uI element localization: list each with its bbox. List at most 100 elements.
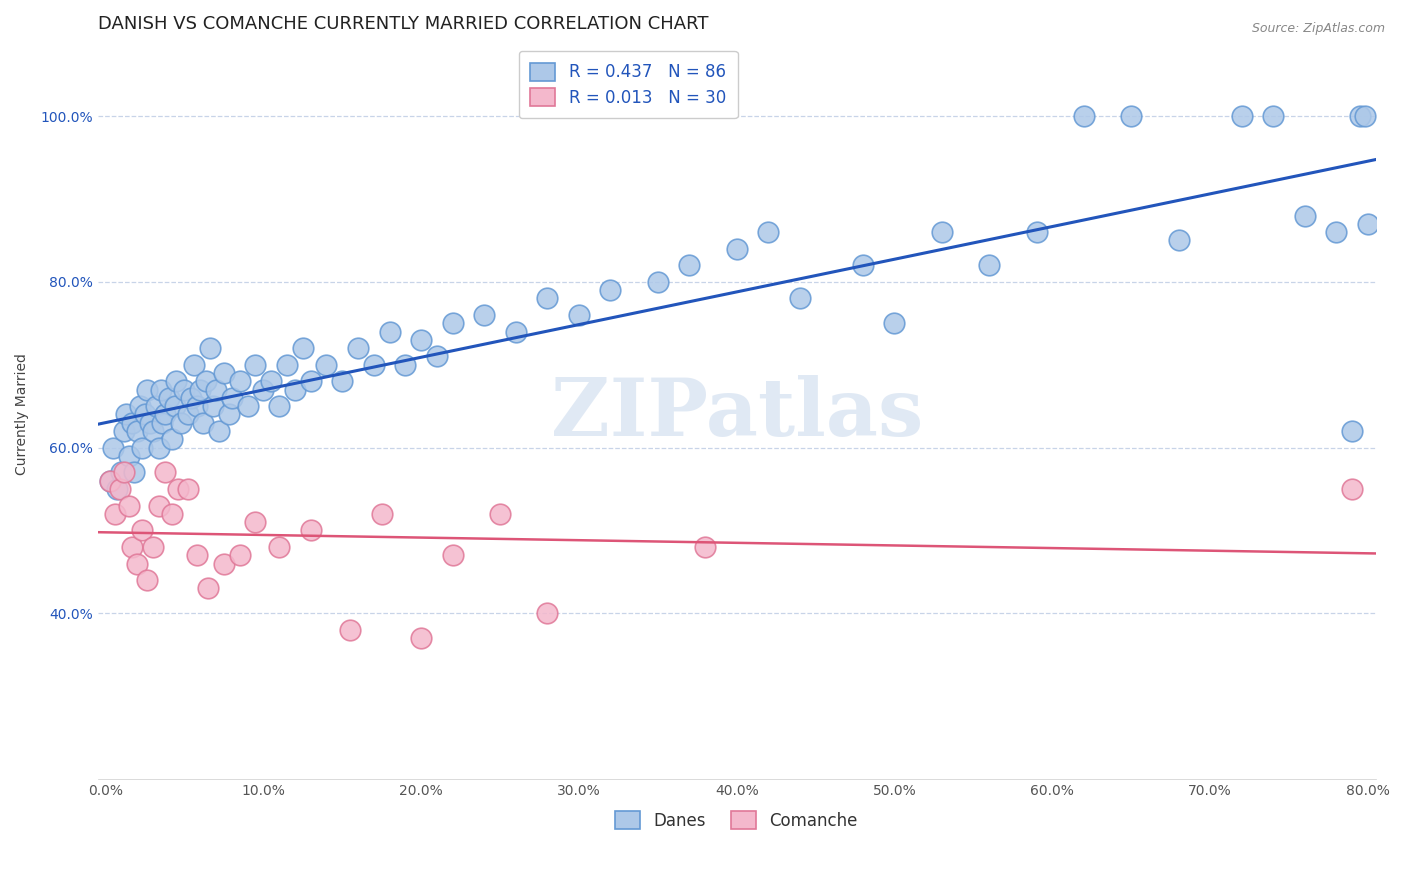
Point: [108, 482, 131, 496]
Point: [149, 383, 172, 397]
Point: [267, 540, 290, 554]
Point: [135, 573, 157, 587]
Point: [98, 474, 121, 488]
Point: [195, 374, 218, 388]
Point: [131, 441, 153, 455]
Point: [1341, 424, 1364, 438]
Point: [695, 540, 717, 554]
Point: [347, 341, 370, 355]
Point: [186, 548, 208, 562]
Point: [299, 524, 322, 538]
Point: [166, 374, 188, 388]
Point: [115, 408, 138, 422]
Point: [1073, 109, 1095, 123]
Point: [112, 424, 135, 438]
Point: [205, 383, 228, 397]
Point: [1167, 233, 1189, 247]
Point: [135, 383, 157, 397]
Point: [201, 399, 224, 413]
Point: [1230, 109, 1253, 123]
Point: [218, 408, 240, 422]
Point: [409, 333, 432, 347]
Point: [883, 316, 905, 330]
Point: [138, 416, 160, 430]
Point: [236, 399, 259, 413]
Point: [852, 258, 875, 272]
Point: [789, 292, 811, 306]
Point: [193, 416, 215, 430]
Point: [378, 325, 401, 339]
Text: Source: ZipAtlas.com: Source: ZipAtlas.com: [1251, 22, 1385, 36]
Point: [104, 507, 127, 521]
Point: [1025, 225, 1047, 239]
Point: [291, 341, 314, 355]
Point: [228, 548, 250, 562]
Point: [1324, 225, 1347, 239]
Point: [142, 424, 165, 438]
Point: [252, 383, 274, 397]
Text: DANISH VS COMANCHE CURRENTLY MARRIED CORRELATION CHART: DANISH VS COMANCHE CURRENTLY MARRIED COR…: [97, 15, 709, 33]
Point: [208, 424, 231, 438]
Point: [299, 374, 322, 388]
Point: [131, 524, 153, 538]
Point: [489, 507, 512, 521]
Point: [183, 358, 205, 372]
Point: [536, 606, 558, 620]
Point: [1294, 209, 1316, 223]
Point: [599, 283, 621, 297]
Point: [150, 416, 173, 430]
Point: [145, 399, 167, 413]
Y-axis label: Currently Married: Currently Married: [15, 353, 30, 475]
Point: [315, 358, 337, 372]
Point: [276, 358, 298, 372]
Point: [155, 466, 177, 480]
Point: [157, 391, 180, 405]
Point: [441, 548, 464, 562]
Point: [536, 292, 558, 306]
Point: [1357, 217, 1379, 231]
Point: [725, 242, 748, 256]
Point: [979, 258, 1001, 272]
Point: [103, 441, 125, 455]
Point: [129, 399, 152, 413]
Point: [1354, 109, 1376, 123]
Point: [176, 408, 198, 422]
Point: [245, 515, 267, 529]
Point: [148, 441, 170, 455]
Point: [212, 366, 235, 380]
Point: [228, 374, 250, 388]
Point: [245, 358, 267, 372]
Point: [98, 474, 121, 488]
Point: [267, 399, 290, 413]
Point: [142, 540, 165, 554]
Point: [394, 358, 416, 372]
Point: [170, 416, 193, 430]
Point: [1348, 109, 1371, 123]
Point: [472, 308, 495, 322]
Point: [122, 466, 145, 480]
Point: [441, 316, 464, 330]
Point: [339, 623, 361, 637]
Point: [1263, 109, 1285, 123]
Point: [118, 449, 141, 463]
Point: [221, 391, 243, 405]
Text: ZIPatlas: ZIPatlas: [551, 376, 922, 453]
Point: [188, 383, 211, 397]
Point: [134, 408, 156, 422]
Point: [160, 507, 183, 521]
Point: [197, 582, 219, 596]
Point: [647, 275, 669, 289]
Point: [330, 374, 353, 388]
Point: [125, 557, 148, 571]
Point: [505, 325, 527, 339]
Point: [173, 383, 195, 397]
Point: [155, 408, 177, 422]
Point: [121, 416, 143, 430]
Point: [931, 225, 953, 239]
Point: [160, 432, 183, 446]
Point: [198, 341, 221, 355]
Point: [1121, 109, 1143, 123]
Point: [167, 482, 190, 496]
Point: [105, 482, 128, 496]
Point: [568, 308, 591, 322]
